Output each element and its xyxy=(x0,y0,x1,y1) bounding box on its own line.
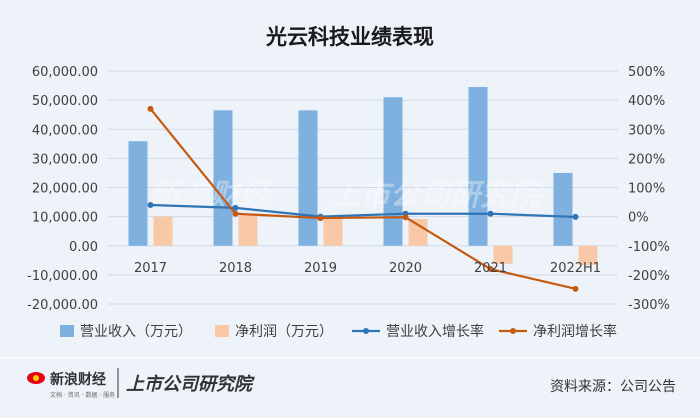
y-right-tick-label: 500% xyxy=(628,65,665,80)
footer-brand-logo: 新浪财经 文档 · 资讯 · 数据 · 服务 xyxy=(27,371,115,399)
bar-revenue xyxy=(468,87,488,246)
x-tick-label: 2017 xyxy=(134,261,167,276)
bar-revenue xyxy=(298,110,318,246)
x-axis-ticks: 2017 2018 2019 2020 2021 2022H1 xyxy=(134,261,601,276)
bar-net-profit xyxy=(578,245,598,265)
x-tick-label: 2020 xyxy=(389,261,422,276)
y-right-tick-label: -200% xyxy=(628,269,670,284)
footer-institute: 上市公司研究院 xyxy=(126,374,255,395)
y-left-tick-label: 40,000.00 xyxy=(32,123,98,138)
y-axis-right-ticks: -300% -200% -100% 0% 100% 200% 300% 400% 500% xyxy=(628,65,670,313)
y-left-tick-label: 60,000.00 xyxy=(32,65,98,80)
bars xyxy=(128,87,598,265)
legend: 营业收入（万元） 净利润（万元） 营业收入增长率 净利润增长率 xyxy=(60,323,617,340)
point-revenue-growth xyxy=(232,204,239,211)
point-net-profit-growth xyxy=(317,215,324,222)
legend-swatch xyxy=(215,325,229,337)
bar-net-profit xyxy=(238,215,258,246)
x-tick-label: 2022H1 xyxy=(550,261,601,276)
y-right-tick-label: 100% xyxy=(628,182,665,197)
point-revenue-growth xyxy=(572,213,579,220)
bar-revenue xyxy=(128,141,148,246)
lines xyxy=(147,105,579,292)
watermark: 新浪财经 上市公司研究院 xyxy=(150,178,545,213)
y-right-tick-label: -100% xyxy=(628,240,670,255)
point-net-profit-growth xyxy=(572,285,579,292)
bar-revenue xyxy=(213,110,233,246)
y-right-tick-label: 0% xyxy=(628,211,649,226)
legend-label: 营业收入增长率 xyxy=(386,323,484,340)
line-net-profit-growth xyxy=(149,108,576,290)
y-right-tick-label: -300% xyxy=(628,298,670,313)
footer-brand: 新浪财经 xyxy=(50,371,106,388)
y-left-tick-label: -10,000.00 xyxy=(27,269,98,284)
bar-net-profit xyxy=(153,216,173,246)
y-right-tick-label: 200% xyxy=(628,152,665,167)
y-left-tick-label: 10,000.00 xyxy=(32,211,98,226)
y-left-tick-label: 0.00 xyxy=(69,240,98,255)
legend-swatch-marker xyxy=(510,328,516,334)
bar-revenue xyxy=(553,172,573,246)
footer-brand-sub: 文档 · 资讯 · 数据 · 服务 xyxy=(50,391,115,399)
bar-revenue xyxy=(383,97,403,246)
bar-net-profit xyxy=(408,218,428,246)
point-net-profit-growth xyxy=(232,210,239,217)
y-left-tick-label: -20,000.00 xyxy=(27,298,98,313)
y-right-tick-label: 300% xyxy=(628,123,665,138)
point-net-profit-growth xyxy=(487,266,494,273)
y-right-tick-label: 400% xyxy=(628,94,665,109)
footer-source: 资料来源：公司公告 xyxy=(550,379,676,395)
y-left-tick-label: 30,000.00 xyxy=(32,152,98,167)
y-left-tick-label: 20,000.00 xyxy=(32,182,98,197)
bar-net-profit xyxy=(323,216,343,246)
y-left-tick-label: 50,000.00 xyxy=(32,94,98,109)
x-tick-label: 2019 xyxy=(304,261,337,276)
legend-label: 净利润增长率 xyxy=(533,323,617,340)
legend-label: 净利润（万元） xyxy=(235,324,333,340)
point-revenue-growth xyxy=(147,201,154,208)
chart-title: 光云科技业绩表现 xyxy=(265,25,434,49)
point-net-profit-growth xyxy=(402,214,409,221)
watermark-institute: 上市公司研究院 xyxy=(330,178,545,213)
legend-swatch-marker xyxy=(363,328,369,334)
gridlines xyxy=(108,70,618,305)
x-tick-label: 2018 xyxy=(219,261,252,276)
point-revenue-growth xyxy=(487,210,494,217)
legend-label: 营业收入（万元） xyxy=(80,324,192,340)
point-net-profit-growth xyxy=(147,105,154,112)
line-revenue-growth xyxy=(150,203,576,219)
x-tick-label: 2021 xyxy=(474,261,507,276)
sina-eye-pupil xyxy=(33,375,39,381)
legend-swatch xyxy=(60,325,74,337)
y-axis-left-ticks: -20,000.00 -10,000.00 0.00 10,000.00 20,000.… xyxy=(27,65,98,313)
bar-net-profit xyxy=(493,245,513,264)
